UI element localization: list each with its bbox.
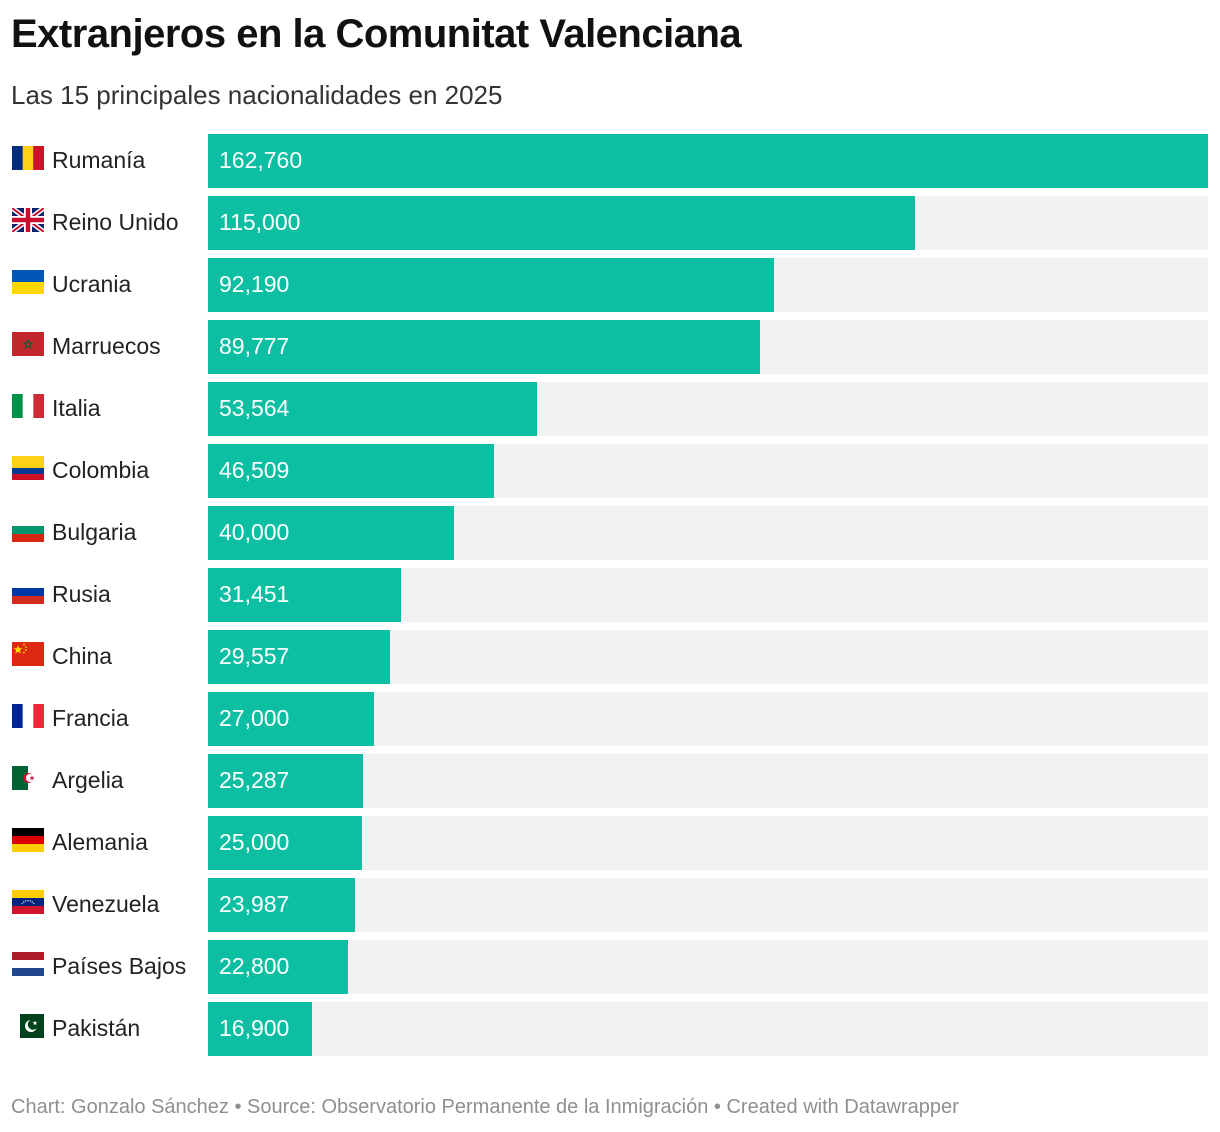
value-label: 23,987 [219, 891, 290, 917]
bar-chart: Rumanía 162,760 Reino Unido 115,000 Ucrania 9… [0, 134, 1220, 1058]
category-label: Países Bajos [52, 953, 187, 979]
value-label: 16,900 [219, 1015, 290, 1041]
value-label: 25,000 [219, 829, 290, 855]
netherlands-flag-icon [12, 952, 44, 976]
value-label: 89,777 [219, 333, 290, 359]
france-flag-icon [12, 704, 44, 728]
category-label: Alemania [52, 829, 148, 855]
bar [208, 692, 374, 746]
bar-row-venezuela: Venezuela 23,987 [0, 878, 1220, 932]
bar-row-pakistan: Pakistán 16,900 [0, 1002, 1220, 1056]
bar-row-reino-unido: Reino Unido 115,000 [0, 196, 1220, 250]
bar-row-alemania: Alemania 25,000 [0, 816, 1220, 870]
bar-track [208, 692, 1208, 746]
value-label: 46,509 [219, 457, 290, 483]
bar [208, 444, 494, 498]
value-label: 22,800 [219, 953, 290, 979]
bar [208, 196, 915, 250]
bulgaria-flag-icon [12, 518, 44, 542]
bar [208, 506, 454, 560]
bar-track [208, 816, 1208, 870]
category-label: Rumanía [52, 147, 146, 173]
value-label: 29,557 [219, 643, 290, 669]
bar [208, 878, 355, 932]
category-label: Bulgaria [52, 519, 137, 545]
category-label: Colombia [52, 457, 150, 483]
category-label: Marruecos [52, 333, 161, 359]
bar-row-rumania: Rumanía 162,760 [0, 134, 1220, 188]
russia-flag-icon [12, 580, 44, 604]
bar-track [208, 754, 1208, 808]
chart-footer: Chart: Gonzalo Sánchez • Source: Observa… [11, 1096, 959, 1118]
bar-row-francia: Francia 27,000 [0, 692, 1220, 746]
category-label: Italia [52, 395, 101, 421]
value-label: 115,000 [219, 209, 301, 235]
bar-row-ucrania: Ucrania 92,190 [0, 258, 1220, 312]
bar [208, 754, 363, 808]
value-label: 162,760 [219, 147, 303, 173]
chart-subtitle: Las 15 principales nacionalidades en 202… [11, 80, 503, 110]
bar [208, 630, 390, 684]
bar-track [208, 940, 1208, 994]
category-label: China [52, 643, 113, 669]
bar [208, 1002, 312, 1056]
bar-row-argelia: Argelia 25,287 [0, 754, 1220, 808]
china-flag-icon [12, 642, 44, 666]
bar [208, 568, 401, 622]
united-kingdom-flag-icon [12, 208, 44, 232]
chart-title: Extranjeros en la Comunitat Valenciana [11, 12, 742, 56]
algeria-flag-icon [12, 766, 44, 790]
value-label: 53,564 [219, 395, 290, 421]
bar [208, 382, 537, 436]
pakistan-flag-icon [12, 1014, 44, 1038]
romania-flag-icon [12, 146, 44, 170]
category-label: Venezuela [52, 891, 160, 917]
bar [208, 258, 774, 312]
category-label: Ucrania [52, 271, 132, 297]
bar-row-rusia: Rusia 31,451 [0, 568, 1220, 622]
value-label: 31,451 [219, 581, 290, 607]
category-label: Francia [52, 705, 129, 731]
bar-row-bulgaria: Bulgaria 40,000 [0, 506, 1220, 560]
bar [208, 320, 760, 374]
italy-flag-icon [12, 394, 44, 418]
bar-row-italia: Italia 53,564 [0, 382, 1220, 436]
bar-row-colombia: Colombia 46,509 [0, 444, 1220, 498]
ukraine-flag-icon [12, 270, 44, 294]
value-label: 25,287 [219, 767, 290, 793]
germany-flag-icon [12, 828, 44, 852]
morocco-flag-icon [12, 332, 44, 356]
value-label: 92,190 [219, 271, 290, 297]
bar-track [208, 1002, 1208, 1056]
bar [208, 816, 362, 870]
bar [208, 134, 1208, 188]
colombia-flag-icon [12, 456, 44, 480]
category-label: Reino Unido [52, 209, 179, 235]
bar [208, 940, 348, 994]
bar-row-marruecos: Marruecos 89,777 [0, 320, 1220, 374]
value-label: 27,000 [219, 705, 290, 731]
bar-row-paises-bajos: Países Bajos 22,800 [0, 940, 1220, 994]
bar-track [208, 878, 1208, 932]
category-label: Argelia [52, 767, 124, 793]
venezuela-flag-icon [12, 890, 44, 914]
value-label: 40,000 [219, 519, 290, 545]
category-label: Rusia [52, 581, 111, 607]
category-label: Pakistán [52, 1015, 141, 1041]
bar-row-china: China 29,557 [0, 630, 1220, 684]
